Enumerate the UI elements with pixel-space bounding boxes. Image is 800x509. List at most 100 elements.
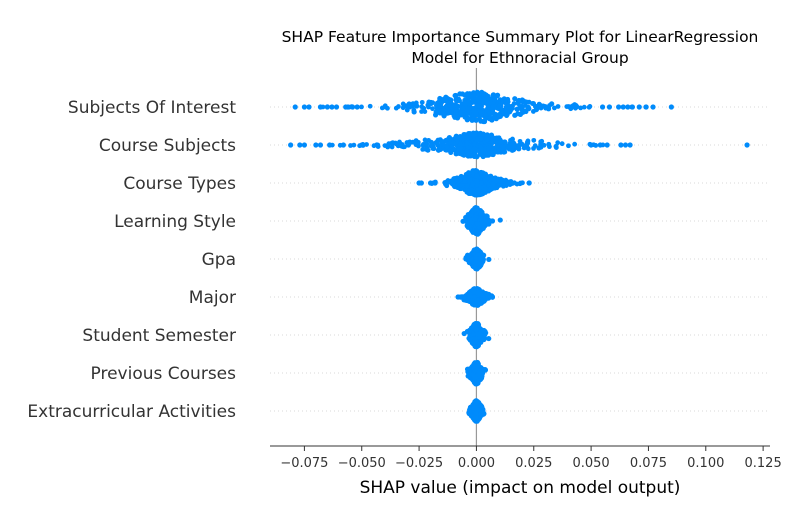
shap-point <box>553 144 559 149</box>
shap-point <box>478 136 484 142</box>
shap-point <box>566 143 571 149</box>
shap-point <box>472 216 478 222</box>
shap-point <box>462 294 467 300</box>
x-tick-label: 0.050 <box>572 456 609 471</box>
shap-point <box>421 105 427 111</box>
shap-point <box>413 100 419 106</box>
shap-point <box>433 103 439 108</box>
shap-point <box>475 331 480 337</box>
shap-point <box>551 105 557 111</box>
shap-point <box>472 294 477 300</box>
shap-outlier-point <box>489 294 496 300</box>
feature-label: Subjects Of Interest <box>68 98 236 118</box>
shap-point <box>490 137 496 143</box>
shap-point <box>547 103 552 108</box>
shap-point <box>439 110 445 116</box>
shap-point <box>443 181 448 187</box>
shap-point <box>473 178 479 184</box>
shap-point <box>572 141 578 147</box>
shap-outlier-point <box>606 104 613 110</box>
chart-title-line-2: Model for Ethnoracial Group <box>411 49 628 67</box>
shap-outlier-point <box>354 104 360 110</box>
shap-point <box>480 131 486 137</box>
shap-outlier-point <box>306 104 312 110</box>
shap-point <box>484 291 489 297</box>
shap-outlier-point <box>668 104 674 110</box>
shap-point <box>472 368 478 374</box>
shap-point <box>478 256 484 262</box>
shap-outlier-point <box>340 142 346 148</box>
shap-point <box>486 256 492 263</box>
shap-point <box>474 298 480 303</box>
x-tick-label: 0.000 <box>458 456 495 471</box>
feature-label: Course Types <box>123 174 236 194</box>
shap-point <box>486 109 491 115</box>
shap-point <box>499 107 504 112</box>
shap-point <box>400 105 406 111</box>
shap-outlier-point <box>620 104 626 110</box>
shap-point <box>523 108 528 114</box>
shap-point <box>481 97 487 103</box>
shap-point <box>389 144 395 150</box>
shap-point <box>490 181 496 187</box>
shap-point <box>420 146 426 152</box>
shap-outlier-point <box>643 104 649 110</box>
shap-point <box>523 103 528 108</box>
shap-point <box>473 401 479 406</box>
shap-point <box>555 140 561 146</box>
shap-point <box>474 255 479 261</box>
shap-outlier-point <box>616 104 622 110</box>
shap-point <box>539 138 545 144</box>
feature-row-points <box>460 205 503 237</box>
shap-point <box>419 99 425 105</box>
shap-point <box>447 136 452 142</box>
shap-point <box>574 104 580 110</box>
feature-labels: Subjects Of Interest Course Subjects Cours… <box>27 98 236 422</box>
shap-point <box>509 106 515 111</box>
shap-point <box>433 140 439 146</box>
feature-row-points <box>455 286 496 308</box>
shap-point <box>568 106 574 112</box>
shap-point <box>475 371 481 377</box>
shap-point <box>541 142 547 148</box>
x-tick-label: 0.100 <box>687 456 724 471</box>
shap-point <box>473 117 479 123</box>
shap-point <box>478 145 484 151</box>
shap-point <box>450 147 456 152</box>
shap-point <box>466 101 472 106</box>
shap-point <box>462 177 468 182</box>
shap-point <box>515 111 521 117</box>
shap-point <box>464 111 470 117</box>
shap-outlier-point <box>427 180 434 186</box>
shap-point <box>564 104 570 110</box>
shap-point <box>424 145 430 151</box>
shap-point <box>464 183 470 189</box>
shap-point <box>517 180 523 186</box>
shap-point <box>484 137 490 143</box>
shap-point <box>382 143 388 149</box>
feature-label: Student Semester <box>82 326 236 346</box>
shap-point <box>516 142 522 148</box>
shap-point <box>351 142 357 148</box>
shap-outlier-point <box>629 104 635 110</box>
shap-point <box>471 141 477 147</box>
shap-point <box>433 109 439 115</box>
shap-point <box>471 109 477 115</box>
feature-label: Course Subjects <box>99 136 236 156</box>
x-tick-label: 0.125 <box>745 456 782 471</box>
feature-row-points <box>461 320 492 350</box>
shap-point <box>524 144 530 150</box>
shap-outlier-point <box>329 104 335 110</box>
shap-point <box>531 137 537 143</box>
shap-point <box>481 91 487 97</box>
shap-point <box>488 185 494 191</box>
shap-point <box>457 177 463 183</box>
shap-point <box>593 143 599 148</box>
x-tick-label: −0.025 <box>395 456 443 471</box>
shap-outlier-point <box>324 104 330 110</box>
shap-point <box>484 132 490 138</box>
shap-point <box>511 101 517 106</box>
shap-point <box>500 147 506 153</box>
shap-outlier-point <box>333 104 340 110</box>
shap-point <box>449 178 455 184</box>
